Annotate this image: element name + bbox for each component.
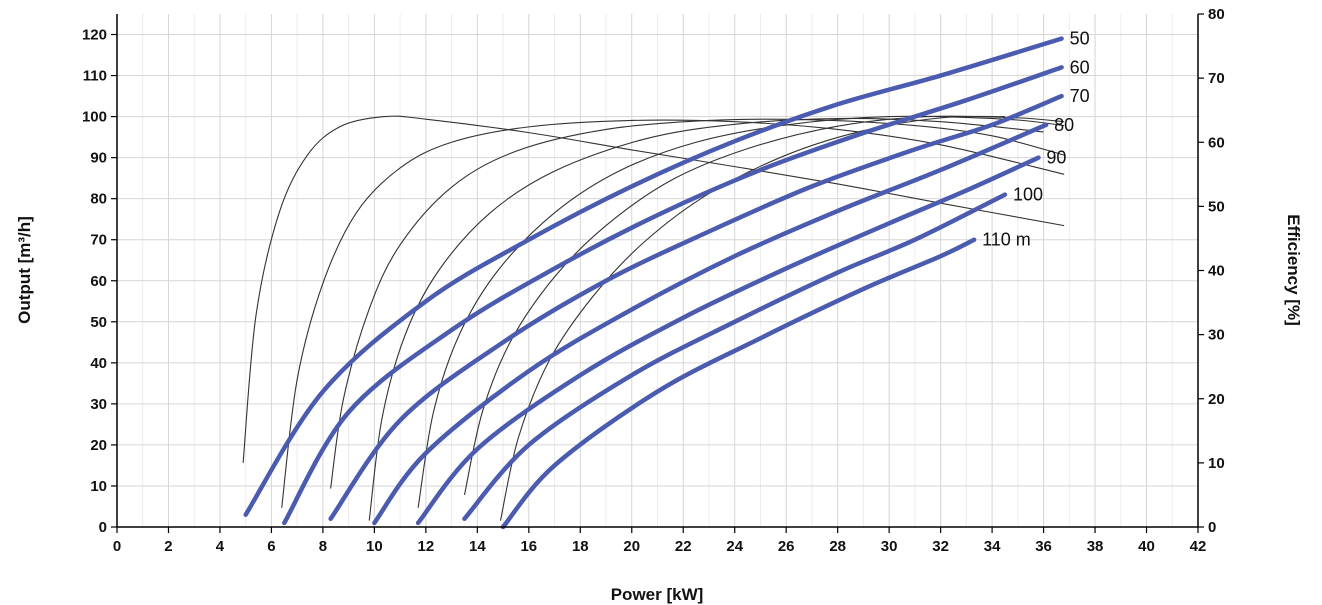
y-tick-label: 110 xyxy=(83,68,107,85)
y2-tick-label: 0 xyxy=(1208,519,1216,536)
y2-axis-label: Efficiency [%] xyxy=(1284,214,1303,325)
efficiency-curve-4 xyxy=(368,117,1044,521)
y-tick-label: 40 xyxy=(90,355,107,372)
y-tick-label: 100 xyxy=(82,109,107,126)
x-tick-label: 20 xyxy=(623,538,640,555)
x-tick-label: 18 xyxy=(572,538,589,555)
y-tick-label: 80 xyxy=(90,191,107,208)
output-curve-4 xyxy=(372,122,1049,526)
output-curve-2 xyxy=(282,65,1064,526)
x-tick-label: 16 xyxy=(520,538,537,555)
y-tick-label: 70 xyxy=(90,232,107,249)
x-tick-label: 10 xyxy=(366,538,383,555)
output-curve-1 xyxy=(243,36,1064,517)
output-curves xyxy=(243,36,1064,530)
y2-tick-label: 80 xyxy=(1208,6,1225,23)
x-tick-label: 40 xyxy=(1138,538,1155,555)
x-tick-label: 22 xyxy=(675,538,692,555)
efficiency-curve-2 xyxy=(281,119,1065,508)
y-tick-label: 120 xyxy=(82,27,107,44)
x-tick-label: 24 xyxy=(726,538,743,555)
x-tick-label: 14 xyxy=(469,538,486,555)
x-tick-label: 4 xyxy=(216,538,225,555)
y2-tick-label: 30 xyxy=(1208,327,1225,344)
x-tick-label: 28 xyxy=(829,538,846,555)
output-curve-6 xyxy=(462,192,1008,522)
output-curve-5 xyxy=(415,155,1041,526)
tick-labels: 0 2 4 6 8 10 12 14 16 18 20 22 24 26 28 30 32 34 36 38 40 420… xyxy=(82,6,1225,555)
efficiency-curve-6 xyxy=(463,115,1065,496)
output-curve-label: 100 xyxy=(1013,185,1043,205)
x-tick-label: 30 xyxy=(881,538,898,555)
x-tick-label: 32 xyxy=(932,538,949,555)
y2-tick-label: 40 xyxy=(1208,263,1225,280)
x-tick-label: 0 xyxy=(113,538,121,555)
y-tick-label: 0 xyxy=(99,519,107,536)
efficiency-curve-7 xyxy=(499,115,1005,521)
output-curve-label: 80 xyxy=(1054,115,1074,135)
output-curve-label: 110 m xyxy=(982,230,1031,250)
efficiency-curves xyxy=(242,115,1065,521)
x-tick-label: 36 xyxy=(1035,538,1052,555)
output-curve-label: 70 xyxy=(1070,86,1090,106)
efficiency-curve-3 xyxy=(330,118,1065,489)
output-curve-label: 90 xyxy=(1046,148,1066,168)
y-tick-label: 30 xyxy=(90,396,107,413)
x-tick-label: 26 xyxy=(778,538,795,555)
x-axis-label: Power [kW] xyxy=(611,585,704,604)
x-tick-label: 38 xyxy=(1087,538,1104,555)
y-tick-label: 10 xyxy=(90,478,107,495)
output-curve-7 xyxy=(500,237,977,530)
y2-tick-label: 20 xyxy=(1208,391,1225,408)
y-tick-label: 90 xyxy=(90,150,107,167)
y-tick-label: 50 xyxy=(90,314,107,331)
y2-tick-label: 10 xyxy=(1208,455,1225,472)
x-tick-label: 12 xyxy=(418,538,435,555)
y2-tick-label: 50 xyxy=(1208,198,1225,215)
y-tick-label: 60 xyxy=(90,273,107,290)
x-tick-label: 42 xyxy=(1190,538,1207,555)
output-curve-label: 60 xyxy=(1070,57,1090,77)
grid xyxy=(116,14,1199,528)
x-tick-label: 2 xyxy=(164,538,172,555)
y2-tick-label: 60 xyxy=(1208,134,1225,151)
axes xyxy=(111,13,1204,533)
y-axis-label: Output [m³/h] xyxy=(15,216,34,324)
y-tick-label: 20 xyxy=(90,437,107,454)
x-tick-label: 6 xyxy=(267,538,275,555)
output-curve-label: 50 xyxy=(1070,29,1090,49)
efficiency-curve-1 xyxy=(242,115,1065,463)
x-tick-label: 34 xyxy=(984,538,1001,555)
output-curve-3 xyxy=(328,93,1064,522)
y2-tick-label: 70 xyxy=(1208,70,1225,87)
x-tick-label: 8 xyxy=(319,538,327,555)
